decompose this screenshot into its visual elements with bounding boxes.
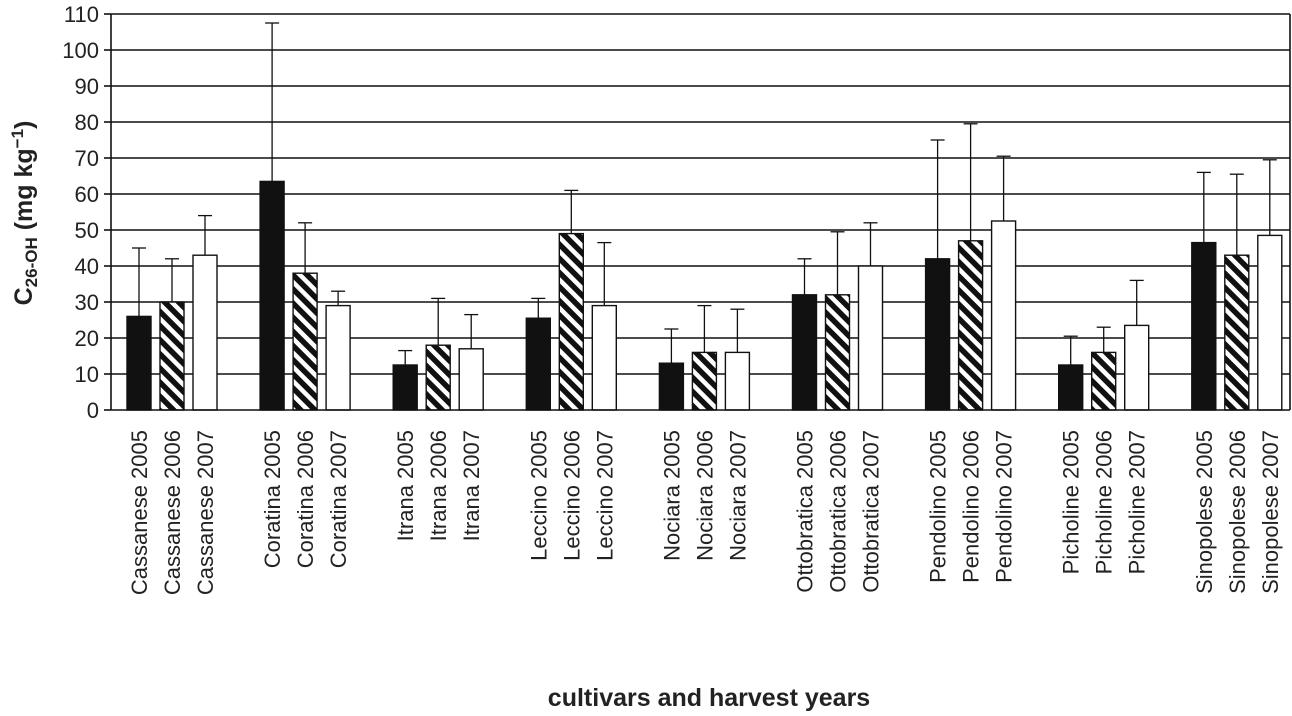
x-axis-title: cultivars and harvest years <box>548 684 870 712</box>
x-tick-label: Cassanese 2005 <box>127 430 152 595</box>
axes <box>104 13 1291 411</box>
bar <box>159 301 185 411</box>
x-tick-label: Nociara 2006 <box>692 430 717 561</box>
y-tick-label: 110 <box>64 2 99 27</box>
bar <box>1191 241 1217 411</box>
y-tick-label: 70 <box>75 146 99 171</box>
x-tick-label: Picholine 2006 <box>1092 430 1117 574</box>
bar <box>192 254 218 411</box>
bar <box>392 364 418 411</box>
x-tick-label: Itrana 2005 <box>393 430 418 541</box>
x-tick-label: Leccino 2007 <box>592 430 617 561</box>
x-tick-label: Cassanese 2007 <box>193 430 218 595</box>
x-tick-label: Sinopolese 2007 <box>1258 430 1283 594</box>
bar <box>292 272 318 411</box>
bar <box>126 315 152 411</box>
gridlines <box>111 13 1290 375</box>
bars <box>126 22 1283 411</box>
bar <box>824 294 851 411</box>
y-tick-label: 90 <box>75 74 99 99</box>
bar <box>990 220 1017 411</box>
y-tick-label: 40 <box>75 254 99 279</box>
bar <box>525 317 551 411</box>
x-tick-label: Pendolino 2007 <box>992 430 1017 583</box>
x-tick-label: Sinopolese 2005 <box>1192 430 1217 594</box>
bar <box>1123 324 1150 411</box>
y-tick-label: 80 <box>75 110 99 135</box>
x-tick-label: Coratina 2007 <box>326 430 351 568</box>
bar <box>957 240 984 411</box>
bar <box>724 351 751 411</box>
x-tick-label: Itrana 2006 <box>426 430 451 541</box>
bar <box>558 232 584 411</box>
y-tick-label: 30 <box>75 290 99 315</box>
y-tick-label: 60 <box>75 182 99 207</box>
x-tick-label: Ottobratica 2006 <box>826 430 851 593</box>
bar <box>691 351 718 411</box>
x-tick-label: Leccino 2005 <box>526 430 551 561</box>
bar <box>1057 364 1084 411</box>
bar <box>1224 254 1250 411</box>
bar <box>1257 234 1283 411</box>
x-tick-label: Ottobratica 2005 <box>793 430 818 593</box>
y-axis-title: C26-OH (mg kg−1) <box>8 121 42 306</box>
bar <box>458 348 484 411</box>
x-tick-label: Sinopolese 2006 <box>1225 430 1250 594</box>
x-tick-label: Leccino 2006 <box>559 430 584 561</box>
y-tick-label: 100 <box>62 38 99 63</box>
y-tick-label: 50 <box>75 218 99 243</box>
x-tick-label: Pendolino 2006 <box>959 430 984 583</box>
x-tick-label: Nociara 2007 <box>725 430 750 561</box>
category-labels: Cassanese 2005 Cassanese 2006 Cassanese 20… <box>127 430 1283 595</box>
bar <box>259 180 285 411</box>
bar <box>857 265 884 411</box>
x-tick-label: Picholine 2005 <box>1059 430 1084 574</box>
bar <box>1090 351 1117 411</box>
bar <box>924 258 951 411</box>
x-tick-label: Pendolino 2005 <box>926 430 951 583</box>
bar <box>325 304 351 411</box>
y-tick-label: 20 <box>75 326 99 351</box>
bar <box>425 344 451 411</box>
x-tick-label: Picholine 2007 <box>1125 430 1150 574</box>
y-tick-label: 0 <box>87 398 99 423</box>
bar <box>591 304 617 411</box>
bar <box>791 294 818 411</box>
x-tick-label: Itrana 2007 <box>459 430 484 541</box>
y-tick-labels: 0 10 20 30 40 50 60 70 80 90 100 110 <box>62 2 99 423</box>
x-tick-label: Ottobratica 2007 <box>859 430 884 593</box>
x-tick-label: Nociara 2005 <box>659 430 684 561</box>
bar <box>658 362 685 411</box>
x-tick-label: Cassanese 2006 <box>160 430 185 595</box>
x-tick-label: Coratina 2006 <box>293 430 318 568</box>
y-tick-label: 10 <box>75 362 99 387</box>
x-tick-label: Coratina 2005 <box>260 430 285 568</box>
